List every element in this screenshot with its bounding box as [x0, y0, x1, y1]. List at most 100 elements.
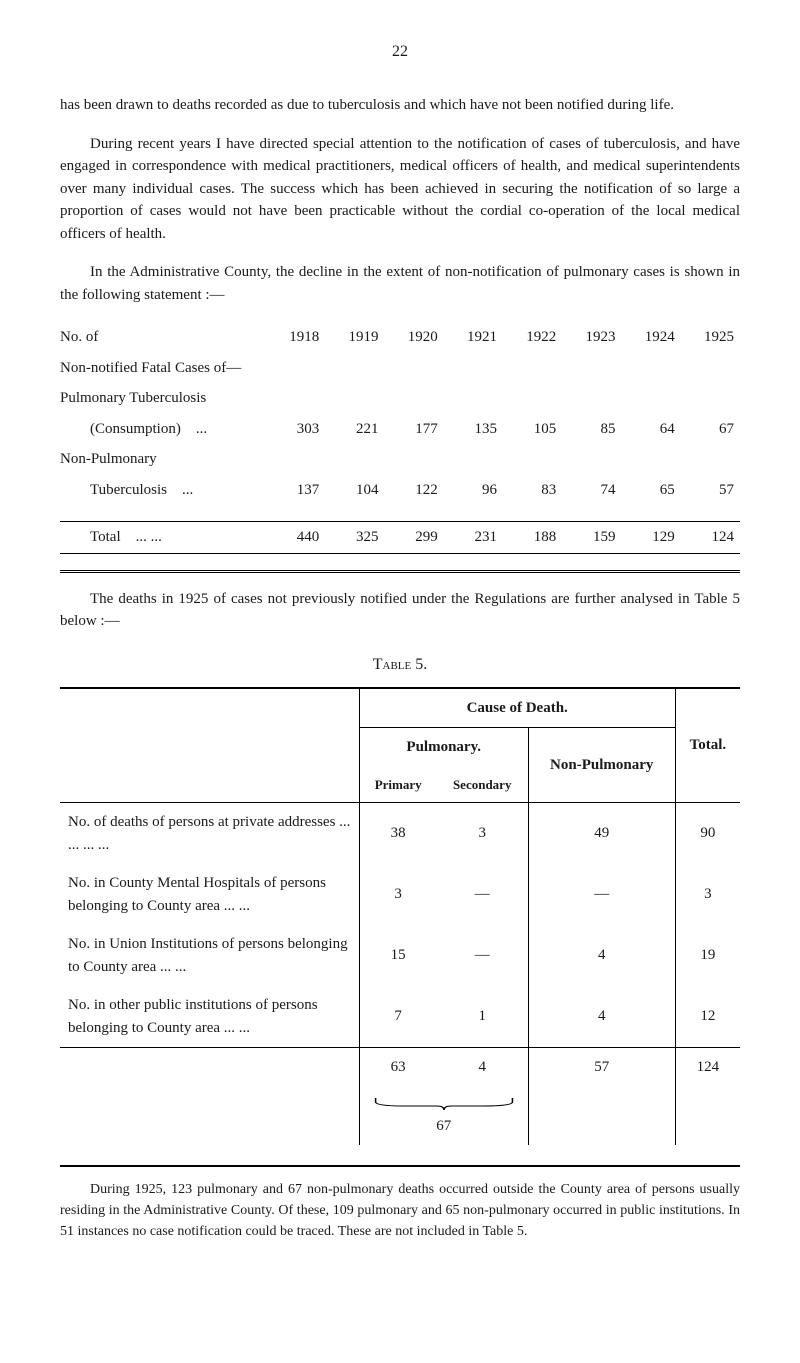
table-row: (Consumption) ... 303 221 177 135 105 85… — [60, 414, 740, 445]
empty-cell — [528, 1087, 675, 1146]
table-row-total: Total ... ... 440 325 299 231 188 159 12… — [60, 522, 740, 554]
subheader-label: Non-notified Fatal Cases of— — [60, 353, 740, 384]
secondary-header: Secondary — [437, 767, 529, 803]
total-cell: 129 — [622, 522, 681, 554]
paragraph-1: has been drawn to deaths recorded as due… — [60, 94, 740, 117]
row-label: No. in other public institutions of pers… — [60, 986, 359, 1048]
year-cell: 1918 — [266, 322, 325, 353]
year-cell: 1920 — [385, 322, 444, 353]
tuberculosis-label: Tuberculosis — [90, 482, 167, 498]
primary-header: Primary — [359, 767, 436, 803]
table-row: Non-Pulmonary — [60, 444, 740, 475]
cause-of-death-header: Cause of Death. — [359, 688, 675, 728]
table-row: Cause of Death. Total. — [60, 688, 740, 728]
data-cell: 105 — [503, 414, 562, 445]
table-row: No. in Union Institutions of persons bel… — [60, 925, 740, 986]
paragraph-4: The deaths in 1925 of cases not previous… — [60, 588, 740, 633]
table-row: No. in County Mental Hospitals of person… — [60, 864, 740, 925]
data-cell: 104 — [325, 475, 384, 506]
brace-total: 67 — [368, 1115, 520, 1138]
data-cell: 221 — [325, 414, 384, 445]
total-cell: 325 — [325, 522, 384, 554]
data-cell: 12 — [675, 986, 740, 1048]
data-cell: — — [437, 925, 529, 986]
data-cell: 64 — [622, 414, 681, 445]
data-cell: 3 — [675, 864, 740, 925]
data-cell: 90 — [675, 803, 740, 865]
row-label: Pulmonary Tuberculosis — [60, 383, 740, 414]
data-cell: — — [528, 864, 675, 925]
paragraph-3: In the Administrative County, the declin… — [60, 261, 740, 306]
brace-icon — [368, 1096, 520, 1110]
table-row: Non-notified Fatal Cases of— — [60, 353, 740, 384]
total-cell: 440 — [266, 522, 325, 554]
total-cell: 159 — [562, 522, 621, 554]
data-cell: — — [437, 864, 529, 925]
empty-cell — [675, 1087, 740, 1146]
table-row-sum: 63 4 57 124 — [60, 1048, 740, 1087]
data-cell: 137 — [266, 475, 325, 506]
empty-header — [60, 688, 359, 803]
data-cell: 74 — [562, 475, 621, 506]
row-label: No. of deaths of persons at private addr… — [60, 803, 359, 865]
data-cell: 177 — [385, 414, 444, 445]
brace-cell: 67 — [359, 1087, 528, 1146]
sum-cell: 63 — [359, 1048, 436, 1087]
sum-cell: 4 — [437, 1048, 529, 1087]
total-cell: 124 — [681, 522, 740, 554]
row-sublabel: Tuberculosis ... — [60, 475, 266, 506]
data-cell: 65 — [622, 475, 681, 506]
sum-cell: 57 — [528, 1048, 675, 1087]
table-row: Pulmonary Tuberculosis — [60, 383, 740, 414]
consumption-label: (Consumption) — [90, 421, 181, 437]
data-cell: 303 — [266, 414, 325, 445]
page-number: 22 — [60, 40, 740, 64]
total-header: Total. — [675, 688, 740, 803]
double-rule — [60, 570, 740, 573]
data-cell: 4 — [528, 925, 675, 986]
table-row: No. of 1918 1919 1920 1921 1922 1923 192… — [60, 322, 740, 353]
data-cell: 19 — [675, 925, 740, 986]
data-cell: 38 — [359, 803, 436, 865]
data-cell: 15 — [359, 925, 436, 986]
year-cell: 1922 — [503, 322, 562, 353]
footnote: During 1925, 123 pulmonary and 67 non-pu… — [60, 1165, 740, 1242]
dots: ... — [196, 421, 207, 437]
total-cell: 188 — [503, 522, 562, 554]
table-row: No. in other public institutions of pers… — [60, 986, 740, 1048]
dots: ... ... — [136, 529, 162, 545]
data-cell: 57 — [681, 475, 740, 506]
pulmonary-header: Pulmonary. — [359, 728, 528, 767]
years-statement-table: No. of 1918 1919 1920 1921 1922 1923 192… — [60, 322, 740, 554]
total-cell: 299 — [385, 522, 444, 554]
table-row: No. of deaths of persons at private addr… — [60, 803, 740, 865]
table-row — [60, 505, 740, 522]
year-cell: 1919 — [325, 322, 384, 353]
header-label: No. of — [60, 322, 266, 353]
data-cell: 135 — [444, 414, 503, 445]
year-cell: 1924 — [622, 322, 681, 353]
data-cell: 85 — [562, 414, 621, 445]
data-cell: 3 — [437, 803, 529, 865]
data-cell: 3 — [359, 864, 436, 925]
non-pulmonary-header: Non-Pulmonary — [528, 728, 675, 803]
total-text: Total — [90, 529, 121, 545]
empty-cell — [60, 1048, 359, 1087]
year-cell: 1923 — [562, 322, 621, 353]
sum-cell: 124 — [675, 1048, 740, 1087]
empty-cell — [60, 1087, 359, 1146]
year-cell: 1925 — [681, 322, 740, 353]
data-cell: 96 — [444, 475, 503, 506]
dots: ... — [182, 482, 193, 498]
row-sublabel: (Consumption) ... — [60, 414, 266, 445]
table-5: Cause of Death. Total. Pulmonary. Non-Pu… — [60, 687, 740, 1146]
year-cell: 1921 — [444, 322, 503, 353]
table-5-title: Table 5. — [60, 653, 740, 677]
data-cell: 83 — [503, 475, 562, 506]
data-cell: 67 — [681, 414, 740, 445]
row-label: No. in County Mental Hospitals of person… — [60, 864, 359, 925]
table-row: Tuberculosis ... 137 104 122 96 83 74 65… — [60, 475, 740, 506]
total-cell: 231 — [444, 522, 503, 554]
data-cell: 7 — [359, 986, 436, 1048]
row-label: No. in Union Institutions of persons bel… — [60, 925, 359, 986]
